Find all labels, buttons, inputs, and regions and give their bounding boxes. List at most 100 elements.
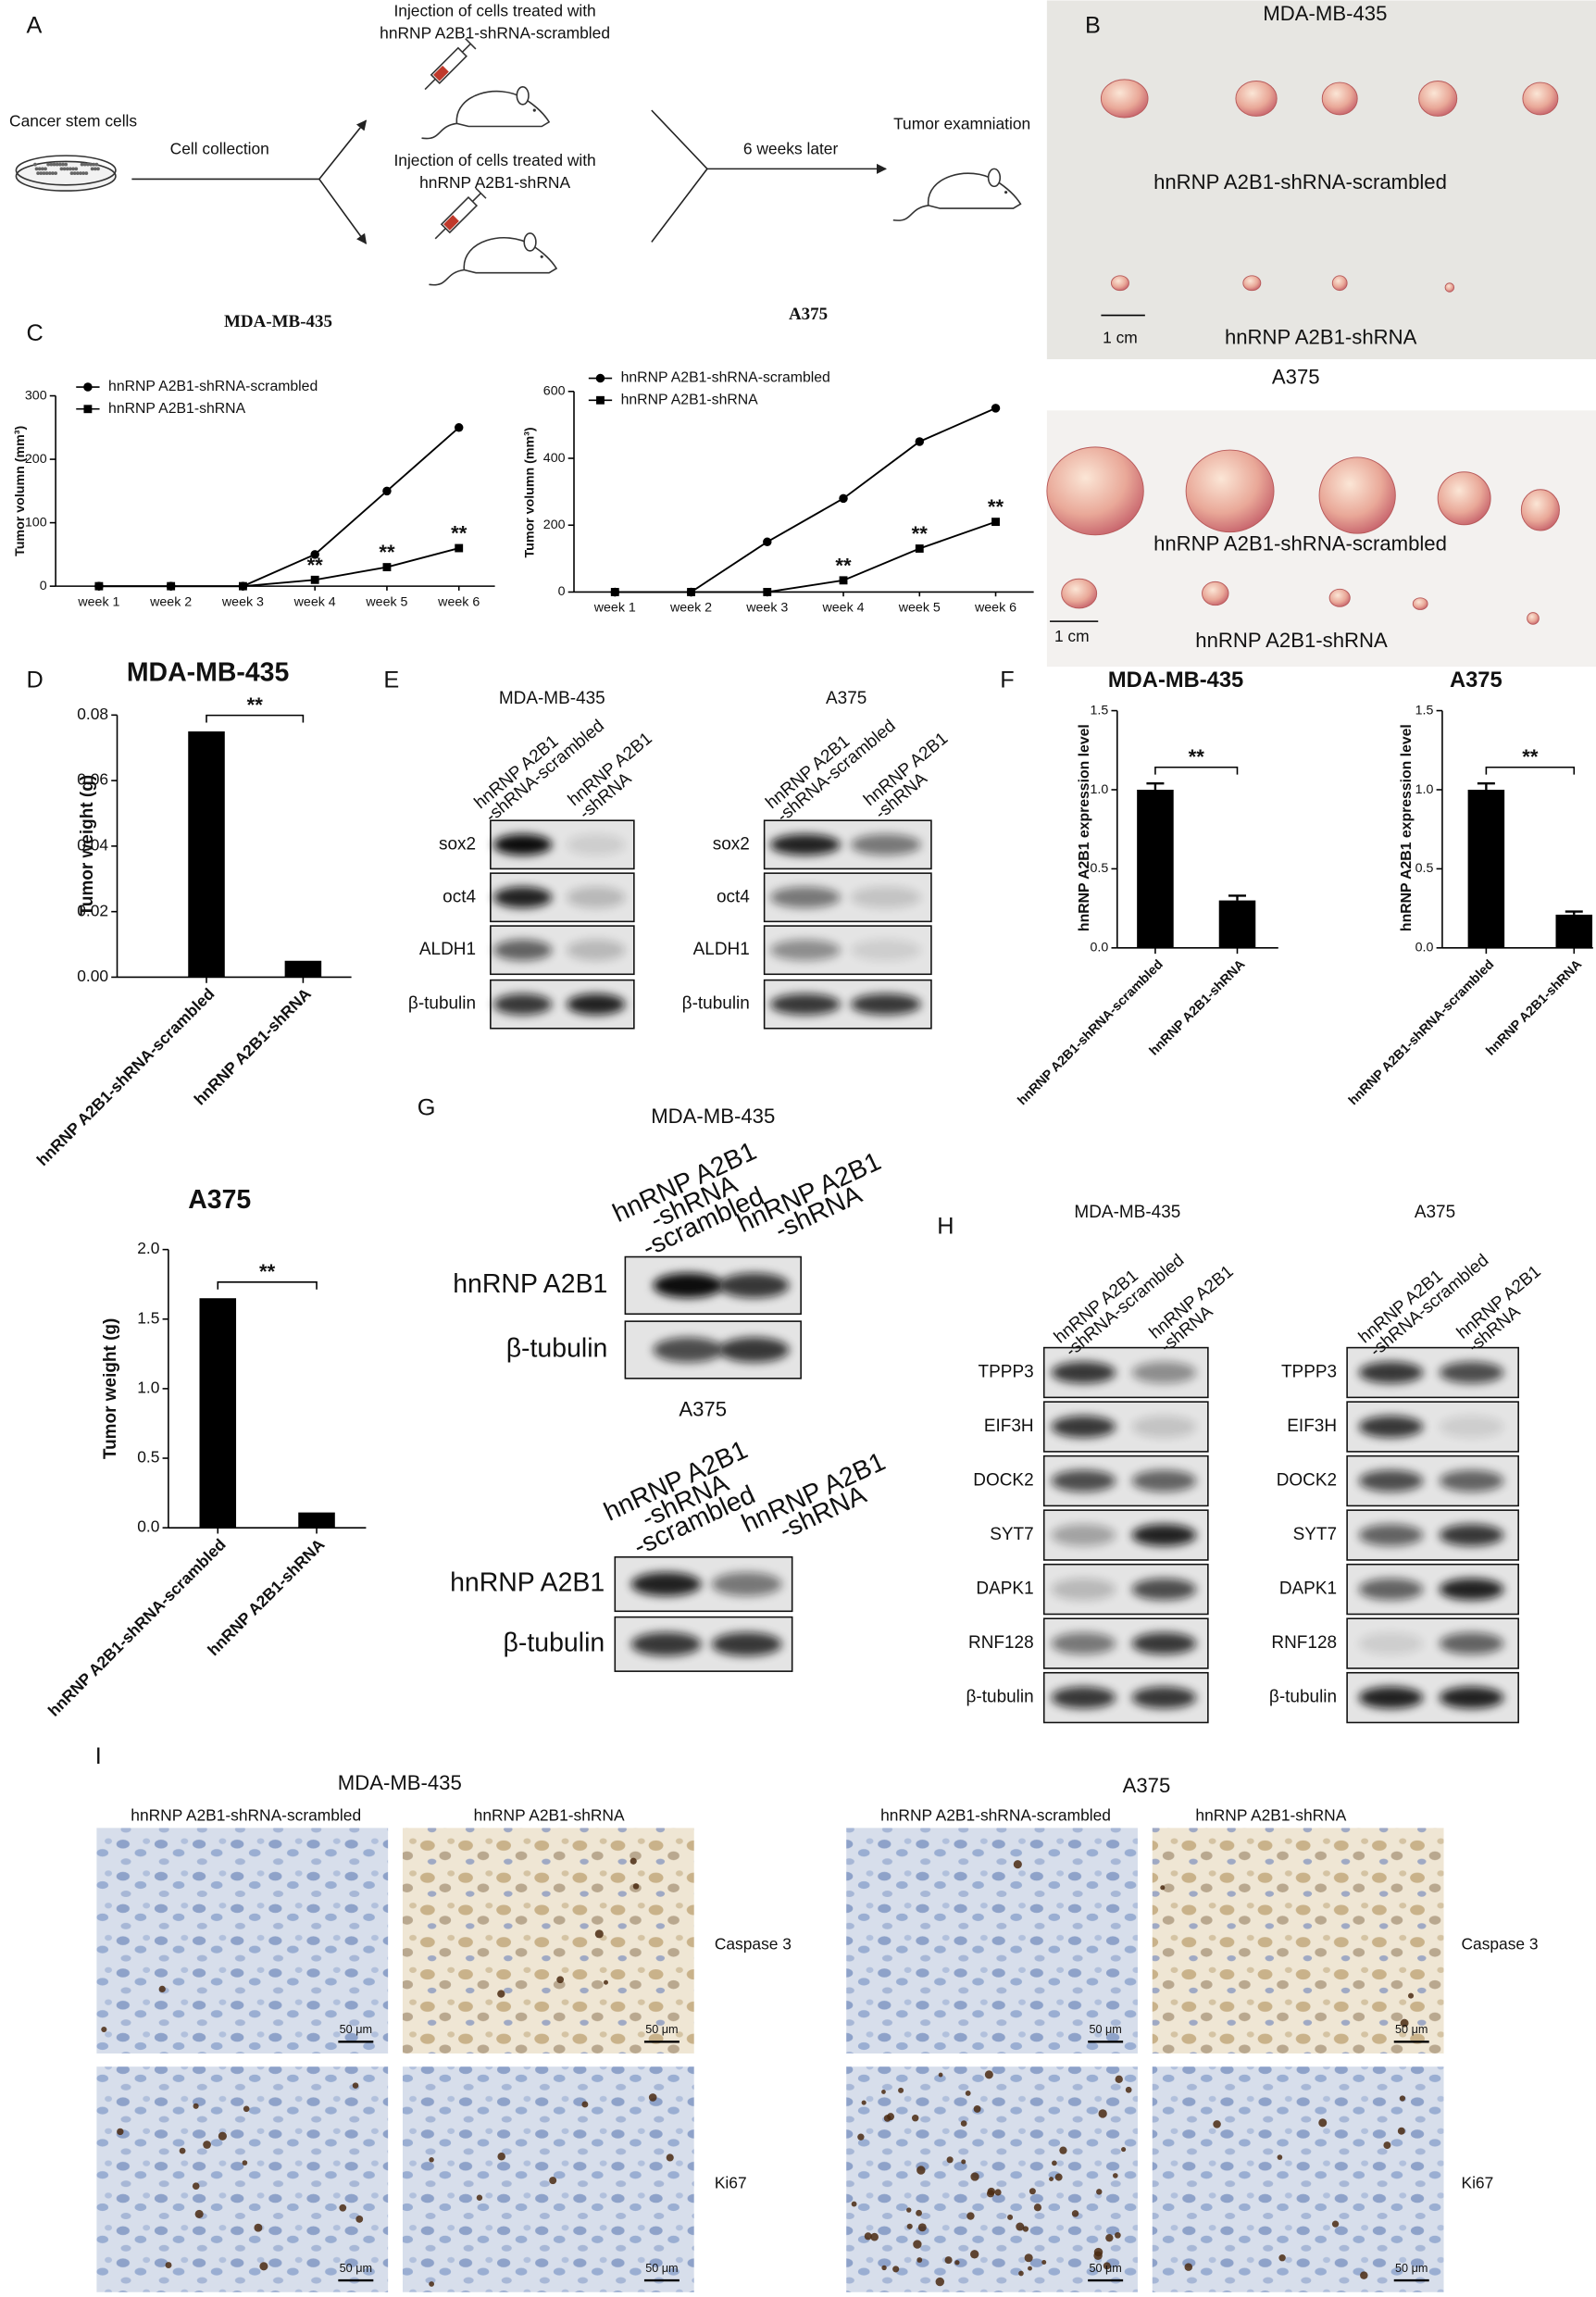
syringe-needle — [424, 78, 436, 91]
stained-nucleus — [497, 1990, 505, 1998]
mouse-ear — [523, 232, 537, 252]
significance-bracket — [206, 714, 305, 723]
marker — [763, 537, 772, 547]
stained-nucleus — [861, 2100, 867, 2105]
cell-dot — [47, 171, 52, 176]
cell-dot — [59, 167, 64, 171]
stained-nucleus — [242, 2160, 248, 2166]
cell-dot — [71, 167, 75, 171]
y-axis-label: Tumor volumn (mm³) — [13, 426, 28, 556]
legend-label: hnRNP A2B1-shRNA-scrambled — [621, 370, 830, 386]
marker — [991, 404, 1001, 413]
stained-nucleus — [1029, 2188, 1036, 2195]
tumor — [1061, 578, 1098, 609]
blot-band — [1051, 1524, 1116, 1546]
cell-dot — [52, 162, 56, 167]
mouse-tail — [892, 205, 929, 221]
marker — [915, 437, 925, 446]
cell-dot — [80, 162, 84, 167]
blot-band — [1131, 1416, 1197, 1438]
legend-marker — [596, 395, 605, 405]
stained-nucleus — [938, 2072, 943, 2078]
legend-marker — [83, 382, 93, 392]
x-tick-label: week 3 — [745, 601, 788, 616]
row-label: Caspase 3 — [1461, 1935, 1538, 1954]
flow-text: hnRNP A2B1-shRNA-scrambled — [380, 23, 610, 42]
stained-nucleus — [1125, 2086, 1132, 2093]
x-tick-label: week 1 — [593, 601, 636, 616]
stained-nucleus — [666, 2153, 674, 2162]
bar — [298, 1512, 335, 1529]
y-tick-label: 0.08 — [77, 705, 108, 723]
row-label: RNF128 — [968, 1633, 1034, 1653]
stained-nucleus — [911, 2114, 919, 2122]
marker — [310, 575, 319, 584]
cell-dot — [57, 162, 62, 167]
bar — [284, 960, 322, 978]
stained-nucleus — [1277, 2154, 1283, 2160]
ihc-image — [96, 2066, 389, 2292]
stained-nucleus — [1278, 2254, 1286, 2262]
blot-band — [1358, 1416, 1424, 1438]
mouse-body — [927, 172, 1022, 209]
stained-nucleus — [1318, 2118, 1328, 2128]
panel-label: E — [383, 668, 399, 693]
cell-dot — [54, 171, 58, 176]
stained-nucleus — [1018, 2270, 1024, 2277]
syringe-fluid — [443, 215, 459, 231]
y-tick-label: 200 — [25, 452, 47, 467]
stained-nucleus — [165, 2262, 172, 2269]
tumor — [1235, 81, 1278, 117]
arrow-line — [651, 168, 708, 243]
group-label: hnRNP A2B1-shRNA — [1225, 326, 1417, 349]
column-header: hnRNP A2B1-shRNA-scrambled — [880, 1805, 1111, 1824]
y-axis-label: hnRNP A2B1 expression level — [1399, 724, 1415, 931]
cell-dot — [86, 162, 90, 167]
blot-band — [769, 886, 841, 908]
stained-nucleus — [1041, 2260, 1047, 2265]
blot-band — [630, 1632, 702, 1656]
blot-band — [769, 833, 841, 855]
blot-title: MDA-MB-435 — [651, 1105, 775, 1128]
syringe-icon — [424, 38, 477, 91]
blot-band — [850, 833, 921, 855]
stained-nucleus — [259, 2262, 268, 2271]
stained-nucleus — [917, 2223, 927, 2232]
lane-label: hnRNP A2B1-shRNA — [737, 1447, 890, 1546]
row-label: β-tubulin — [682, 994, 750, 1014]
cell-dot — [44, 171, 49, 176]
scale-bar-label: 1 cm — [1103, 328, 1138, 346]
cell-dot — [93, 167, 97, 171]
stained-nucleus — [973, 2104, 981, 2113]
petri-dish-rim — [15, 155, 117, 186]
series-line — [615, 520, 996, 593]
blot-band — [493, 886, 553, 908]
mouse-body — [455, 90, 551, 128]
arrow — [318, 119, 368, 180]
stained-nucleus — [1160, 1885, 1166, 1891]
row-label: DOCK2 — [1277, 1471, 1337, 1491]
cell-dot — [81, 171, 86, 176]
cell-dot — [96, 167, 100, 171]
ihc-image — [96, 1828, 389, 2054]
stained-nucleus — [851, 2201, 857, 2207]
stained-nucleus — [966, 2212, 975, 2220]
stained-nucleus — [994, 2189, 1002, 2196]
cell-dot — [74, 167, 79, 171]
stained-nucleus — [965, 2090, 971, 2096]
row-label: sox2 — [713, 834, 750, 854]
stained-nucleus — [906, 2223, 913, 2229]
mouse-icon — [421, 86, 551, 140]
stained-nucleus — [429, 2281, 435, 2287]
cell-dot — [65, 167, 69, 171]
legend-label: hnRNP A2B1-shRNA — [108, 401, 246, 417]
flow-text: Injection of cells treated with — [393, 2, 595, 20]
mouse-tail — [429, 268, 465, 286]
row-label: Ki67 — [1461, 2173, 1493, 2191]
blot-band — [1439, 1524, 1504, 1546]
row-label: DAPK1 — [976, 1579, 1033, 1599]
stained-nucleus — [1093, 2247, 1103, 2257]
row-label: Ki67 — [715, 2173, 747, 2191]
stained-nucleus — [864, 2232, 872, 2241]
